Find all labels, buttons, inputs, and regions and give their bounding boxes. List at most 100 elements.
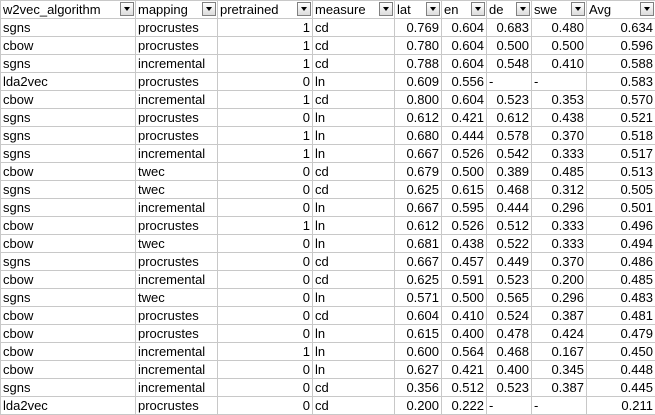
table-cell[interactable]: 0 (218, 199, 313, 217)
table-cell[interactable]: sgns (1, 253, 136, 271)
table-cell[interactable]: 0.588 (587, 55, 655, 73)
table-cell[interactable]: cd (313, 307, 395, 325)
table-cell[interactable]: 0.494 (587, 235, 655, 253)
table-cell[interactable]: twec (136, 289, 218, 307)
table-cell[interactable]: 0.780 (395, 37, 442, 55)
table-cell[interactable]: ln (313, 343, 395, 361)
table-cell[interactable]: 0.578 (487, 127, 532, 145)
table-cell[interactable]: 0 (218, 397, 313, 415)
table-cell[interactable]: 0 (218, 289, 313, 307)
table-cell[interactable]: 0.604 (442, 19, 487, 37)
table-cell[interactable]: cd (313, 37, 395, 55)
table-cell[interactable]: 0.505 (587, 181, 655, 199)
table-cell[interactable]: 0.524 (487, 307, 532, 325)
table-cell[interactable]: 0.526 (442, 217, 487, 235)
table-cell[interactable]: 0.612 (395, 217, 442, 235)
table-cell[interactable]: procrustes (136, 37, 218, 55)
table-cell[interactable]: 0.571 (395, 289, 442, 307)
table-cell[interactable]: 0.496 (587, 217, 655, 235)
table-cell[interactable]: cbow (1, 271, 136, 289)
table-cell[interactable]: 0.445 (587, 379, 655, 397)
table-cell[interactable]: 0.542 (487, 145, 532, 163)
table-cell[interactable]: 0.612 (487, 109, 532, 127)
table-cell[interactable]: 1 (218, 19, 313, 37)
table-cell[interactable]: ln (313, 109, 395, 127)
filter-dropdown-icon[interactable] (202, 2, 216, 16)
table-cell[interactable]: 0.421 (442, 361, 487, 379)
table-cell[interactable]: 0.296 (532, 289, 587, 307)
table-cell[interactable]: incremental (136, 55, 218, 73)
table-cell[interactable]: 0 (218, 325, 313, 343)
table-cell[interactable]: 0.410 (532, 55, 587, 73)
table-cell[interactable]: - (487, 397, 532, 415)
table-cell[interactable]: 0.800 (395, 91, 442, 109)
table-cell[interactable]: 0 (218, 235, 313, 253)
table-cell[interactable]: cd (313, 271, 395, 289)
table-cell[interactable]: sgns (1, 289, 136, 307)
table-cell[interactable]: sgns (1, 379, 136, 397)
table-cell[interactable]: 0.500 (487, 37, 532, 55)
table-cell[interactable]: 0.523 (487, 271, 532, 289)
table-cell[interactable]: 0 (218, 73, 313, 91)
table-cell[interactable]: ln (313, 289, 395, 307)
table-cell[interactable]: 0.604 (442, 91, 487, 109)
table-cell[interactable]: 0.400 (487, 361, 532, 379)
table-cell[interactable]: ln (313, 199, 395, 217)
table-cell[interactable]: 0 (218, 163, 313, 181)
filter-dropdown-icon[interactable] (471, 2, 485, 16)
table-cell[interactable]: cbow (1, 235, 136, 253)
table-cell[interactable]: 0.769 (395, 19, 442, 37)
table-cell[interactable]: 0.513 (587, 163, 655, 181)
table-cell[interactable]: 0.625 (395, 271, 442, 289)
table-cell[interactable]: 0.556 (442, 73, 487, 91)
table-cell[interactable]: 0.480 (532, 19, 587, 37)
table-cell[interactable]: 0.450 (587, 343, 655, 361)
table-cell[interactable]: procrustes (136, 127, 218, 145)
table-cell[interactable]: cd (313, 55, 395, 73)
table-cell[interactable]: cbow (1, 361, 136, 379)
table-cell[interactable]: 0.667 (395, 199, 442, 217)
table-cell[interactable]: procrustes (136, 73, 218, 91)
table-cell[interactable]: 0.583 (587, 73, 655, 91)
table-cell[interactable]: cbow (1, 343, 136, 361)
table-cell[interactable]: 0.449 (487, 253, 532, 271)
table-cell[interactable]: sgns (1, 19, 136, 37)
table-cell[interactable]: incremental (136, 91, 218, 109)
table-cell[interactable]: 0 (218, 271, 313, 289)
table-cell[interactable]: 0 (218, 181, 313, 199)
table-cell[interactable]: sgns (1, 55, 136, 73)
table-cell[interactable]: 0.512 (487, 217, 532, 235)
table-cell[interactable]: 0.444 (487, 199, 532, 217)
table-cell[interactable]: 0.345 (532, 361, 587, 379)
table-cell[interactable]: 0.500 (532, 37, 587, 55)
table-cell[interactable]: incremental (136, 379, 218, 397)
table-cell[interactable]: 0.211 (587, 397, 655, 415)
table-cell[interactable]: - (487, 73, 532, 91)
table-cell[interactable]: sgns (1, 181, 136, 199)
table-cell[interactable]: twec (136, 235, 218, 253)
table-cell[interactable]: procrustes (136, 253, 218, 271)
table-cell[interactable]: 0 (218, 253, 313, 271)
table-cell[interactable]: 0 (218, 379, 313, 397)
table-cell[interactable]: 0.548 (487, 55, 532, 73)
table-cell[interactable]: incremental (136, 199, 218, 217)
table-cell[interactable]: 0.627 (395, 361, 442, 379)
table-cell[interactable]: 0.604 (442, 55, 487, 73)
table-cell[interactable]: 0.609 (395, 73, 442, 91)
table-cell[interactable]: ln (313, 73, 395, 91)
table-cell[interactable]: 0.523 (487, 379, 532, 397)
table-cell[interactable]: lda2vec (1, 73, 136, 91)
table-cell[interactable]: sgns (1, 109, 136, 127)
table-cell[interactable]: 0.634 (587, 19, 655, 37)
table-cell[interactable]: 0.526 (442, 145, 487, 163)
table-cell[interactable]: cd (313, 163, 395, 181)
table-cell[interactable]: 0 (218, 361, 313, 379)
filter-dropdown-icon[interactable] (297, 2, 311, 16)
table-cell[interactable]: cbow (1, 37, 136, 55)
table-cell[interactable]: sgns (1, 127, 136, 145)
table-cell[interactable]: sgns (1, 199, 136, 217)
table-cell[interactable]: procrustes (136, 19, 218, 37)
table-cell[interactable]: 0.612 (395, 109, 442, 127)
table-cell[interactable]: 0.222 (442, 397, 487, 415)
table-cell[interactable]: 0.370 (532, 253, 587, 271)
